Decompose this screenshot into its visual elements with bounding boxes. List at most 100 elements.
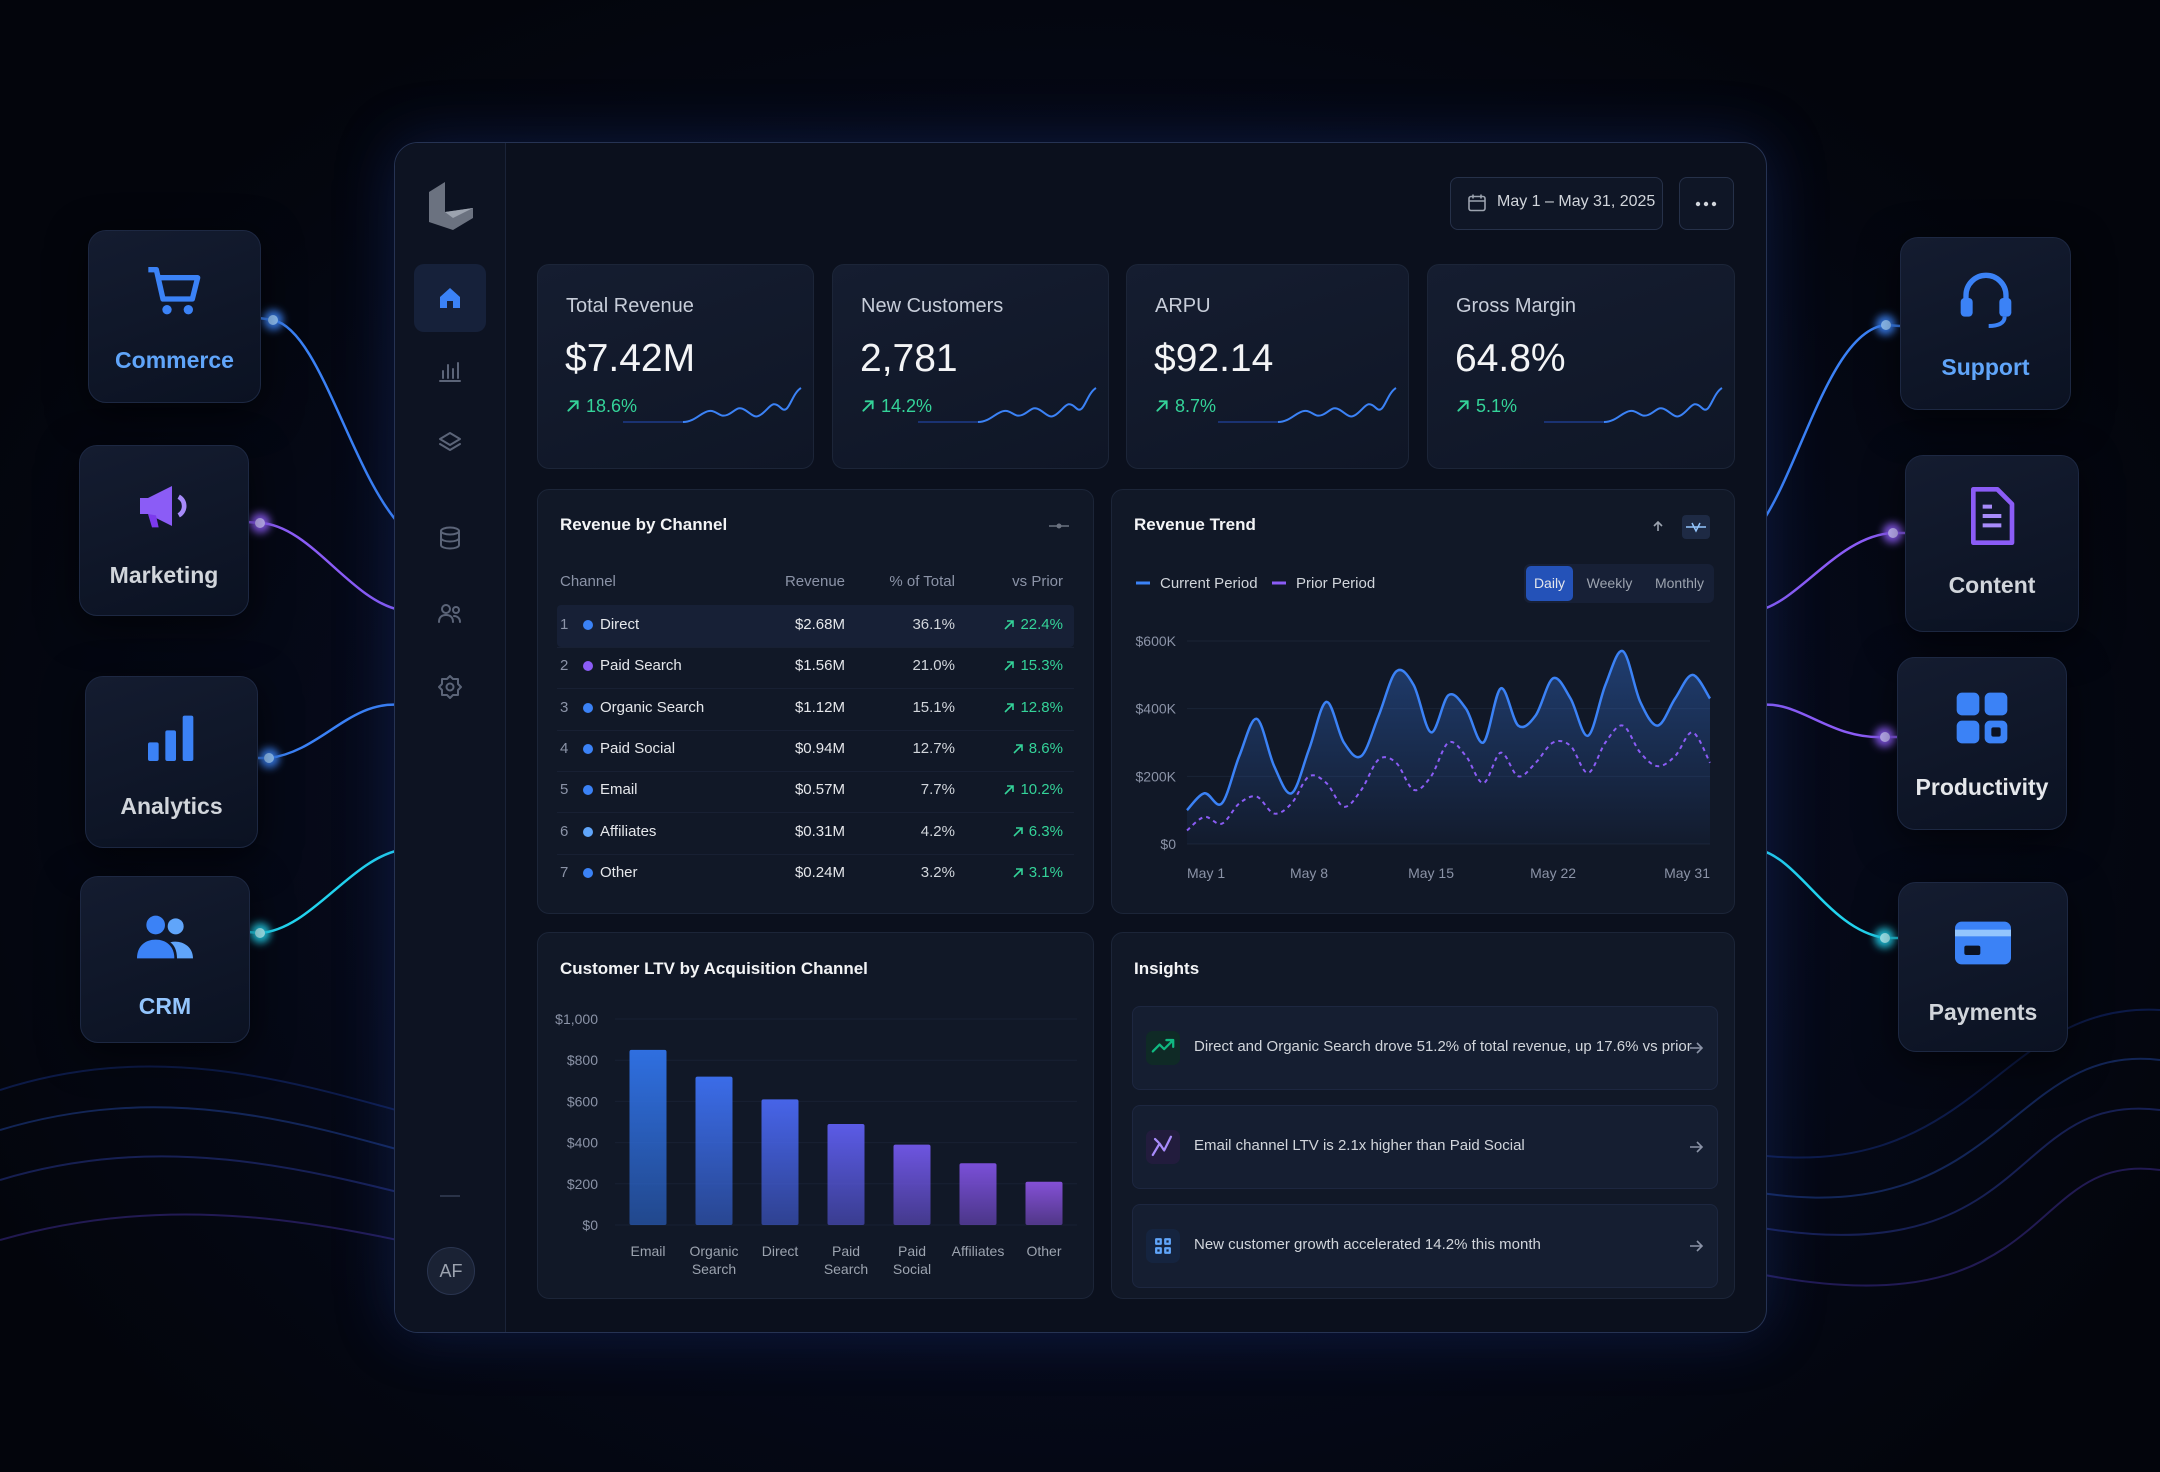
app-icon bbox=[1960, 272, 2011, 328]
app-icon-shape bbox=[167, 918, 184, 935]
connector bbox=[246, 520, 401, 612]
period-tab[interactable]: Weekly bbox=[1586, 575, 1633, 591]
app-icon-shape bbox=[1960, 298, 1973, 317]
up-arrow-shape bbox=[1457, 400, 1469, 412]
app-icon-shape bbox=[1971, 487, 2015, 545]
period-tab[interactable]: Daily bbox=[1526, 566, 1573, 601]
app-tile[interactable]: CRM bbox=[80, 876, 250, 1043]
table-row[interactable] bbox=[557, 770, 1074, 814]
table-row[interactable] bbox=[557, 688, 1074, 731]
x-tick-label: Direct bbox=[761, 1243, 799, 1259]
cell-revenue: $0.57M bbox=[794, 781, 845, 799]
trend-chart: $0 $200K $400K $600K May 1 May 8 May 15 May 22 M… bbox=[1136, 575, 1712, 881]
app-tile[interactable]: Payments bbox=[1898, 882, 2068, 1052]
more-dot bbox=[1695, 201, 1701, 207]
card-tools-shape bbox=[1653, 520, 1663, 531]
nav-item[interactable] bbox=[422, 270, 478, 326]
nav-icon-shape bbox=[440, 530, 460, 550]
insight-arrow bbox=[1690, 1240, 1704, 1252]
kpi-change: 5.1% bbox=[1476, 396, 1518, 416]
nav-item[interactable] bbox=[422, 659, 478, 715]
sparkline bbox=[623, 387, 802, 423]
dot bbox=[1881, 320, 1891, 330]
ltv-chart: $0 $200 $400 $600 $800 $1,000 bbox=[555, 1011, 1077, 1233]
app-icon-shape bbox=[148, 514, 159, 528]
sparkline bbox=[1544, 387, 1723, 423]
y-tick-label: $0 bbox=[582, 1217, 598, 1233]
card-title: Revenue Trend bbox=[1134, 515, 1256, 534]
app-icon bbox=[1955, 921, 2011, 965]
table-row[interactable] bbox=[557, 812, 1074, 855]
up-arrow-shape bbox=[1013, 826, 1023, 837]
app-tile[interactable]: Commerce bbox=[88, 230, 261, 403]
nav-icon-shape bbox=[452, 606, 460, 614]
nav-item[interactable] bbox=[422, 415, 478, 471]
app-tile[interactable]: Support bbox=[1900, 237, 2071, 410]
y-tick-label: $600 bbox=[567, 1093, 598, 1109]
nav-icon bbox=[439, 362, 461, 382]
series-area bbox=[1187, 650, 1710, 844]
nav-icon bbox=[438, 675, 462, 699]
app-tile[interactable]: Content bbox=[1905, 455, 2079, 632]
nav-icon bbox=[439, 432, 461, 451]
avatar[interactable]: AF bbox=[427, 1247, 475, 1295]
up-arrow bbox=[1004, 620, 1014, 630]
column-header: Revenue bbox=[784, 573, 845, 590]
app-tile[interactable]: Productivity bbox=[1897, 657, 2067, 830]
y-tick-label: $400 bbox=[567, 1135, 598, 1151]
up-arrow bbox=[1156, 400, 1168, 412]
table-row[interactable] bbox=[557, 729, 1074, 772]
up-arrow-shape bbox=[1004, 785, 1014, 795]
table-row[interactable] bbox=[557, 605, 1074, 648]
nav-item[interactable] bbox=[422, 586, 478, 642]
insight-text: New customer growth accelerated 14.2% th… bbox=[1194, 1236, 1541, 1253]
trend-card: Revenue Trend $0 $200K $400K $600K May 1 May 8… bbox=[1111, 489, 1735, 914]
app-icon-shape bbox=[1982, 504, 2002, 528]
cell-share: 36.1% bbox=[912, 616, 955, 633]
nav-item[interactable] bbox=[422, 510, 478, 566]
app-label: Payments bbox=[1928, 999, 2038, 1025]
legend-label: Current Period bbox=[1160, 575, 1258, 592]
y-tick-label: $800 bbox=[567, 1052, 598, 1068]
channel-name: Paid Social bbox=[600, 739, 676, 757]
app-icon-shape bbox=[1998, 298, 2011, 317]
insight-icon bbox=[1146, 1130, 1180, 1164]
kpi-value: 2,781 bbox=[860, 337, 958, 380]
up-arrow bbox=[862, 400, 874, 412]
date-button[interactable]: May 1 – May 31, 2025 bbox=[1450, 177, 1663, 230]
app-tile[interactable]: Analytics bbox=[85, 676, 258, 848]
bar bbox=[893, 1144, 931, 1225]
card-menu-icon bbox=[1049, 523, 1069, 529]
y-tick-label: $200 bbox=[567, 1176, 598, 1192]
cell-revenue: $1.12M bbox=[794, 698, 845, 716]
divider bbox=[440, 1195, 460, 1197]
more-button[interactable] bbox=[1679, 177, 1734, 230]
insight-item[interactable]: Email channel LTV is 2.1x higher than Pa… bbox=[1132, 1105, 1718, 1189]
nav-item[interactable] bbox=[422, 343, 478, 399]
sparkline-line bbox=[977, 387, 1097, 423]
calendar-shape bbox=[1468, 195, 1486, 212]
up-arrow bbox=[1013, 867, 1023, 878]
up-arrow bbox=[567, 400, 579, 412]
period-tab[interactable]: Monthly bbox=[1654, 575, 1705, 591]
y-tick-label: $1,000 bbox=[555, 1011, 598, 1027]
y-tick-label: $400K bbox=[1136, 701, 1177, 717]
channel-dot bbox=[583, 826, 593, 837]
sidebar: AF bbox=[395, 143, 506, 1332]
table-row[interactable] bbox=[557, 646, 1074, 690]
app-tile[interactable]: Marketing bbox=[79, 445, 249, 616]
insight-item[interactable]: New customer growth accelerated 14.2% th… bbox=[1132, 1204, 1718, 1288]
app-icon-shape bbox=[137, 939, 175, 959]
row-rank: 2 bbox=[560, 657, 569, 675]
channel-dot bbox=[583, 620, 593, 630]
kpi-value: $7.42M bbox=[565, 337, 696, 380]
app-label: CRM bbox=[138, 993, 192, 1019]
insight-item[interactable]: Direct and Organic Search drove 51.2% of… bbox=[1132, 1006, 1718, 1090]
channel-name: Other bbox=[600, 863, 638, 881]
row-rank: 6 bbox=[560, 822, 569, 840]
up-arrow-shape bbox=[862, 400, 874, 412]
cell-share: 21.0% bbox=[912, 657, 955, 675]
insight-icon-shape bbox=[1151, 1135, 1173, 1157]
app-icon-shape bbox=[170, 941, 193, 959]
row-rank: 1 bbox=[560, 616, 569, 633]
